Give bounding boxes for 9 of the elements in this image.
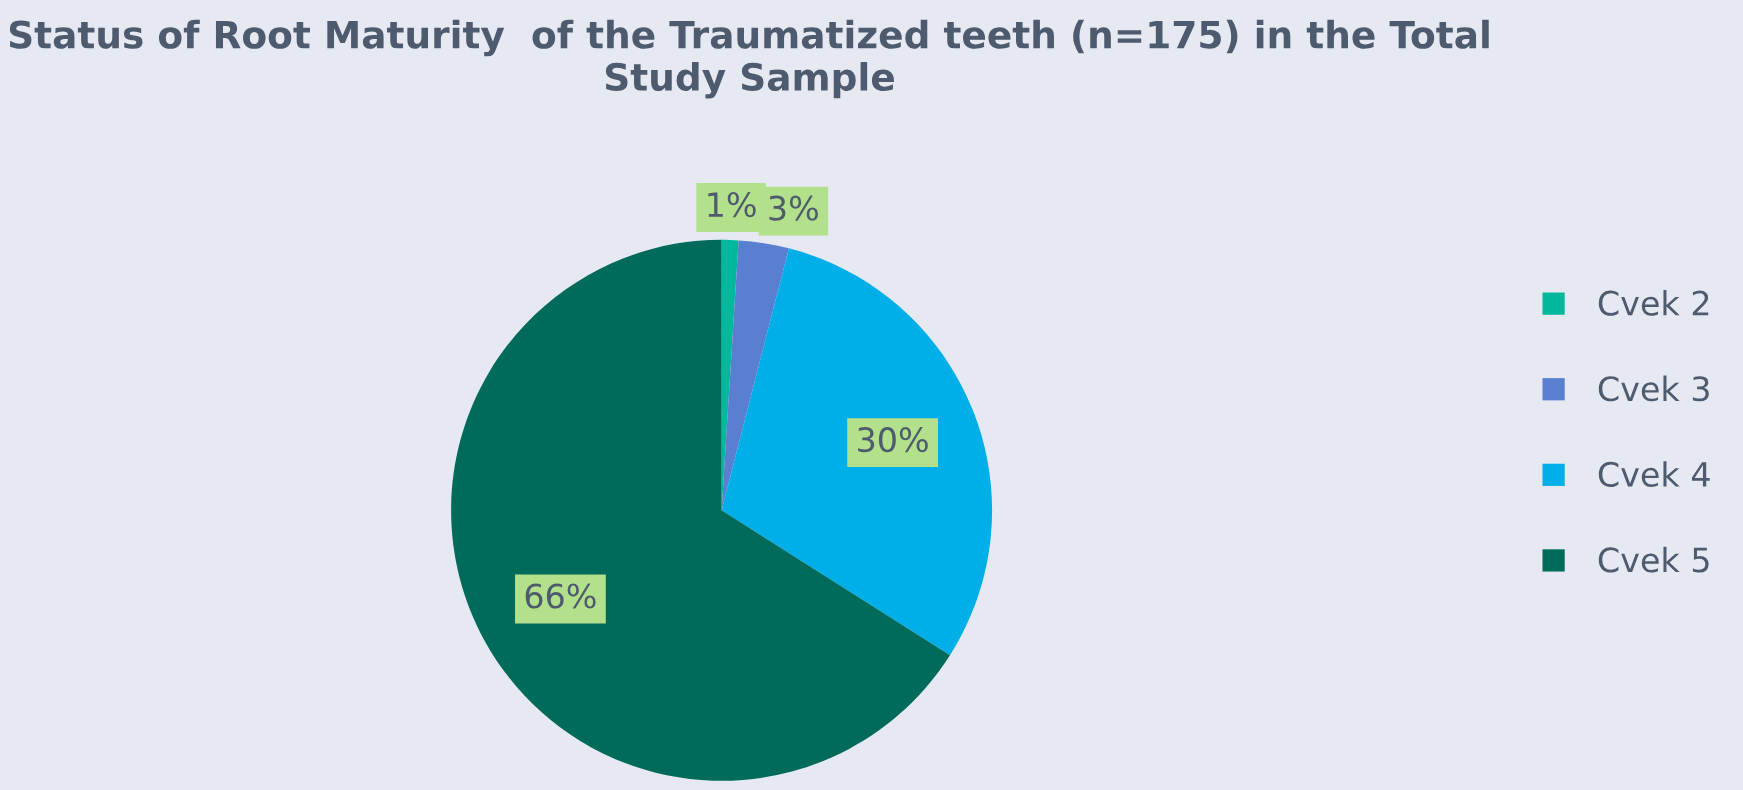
- data-label: 3%: [769, 195, 818, 221]
- legend-label: Cvek 2: [1598, 289, 1709, 316]
- legend-label: Cvek 3: [1598, 375, 1709, 402]
- legend-label: Cvek 5: [1598, 546, 1709, 573]
- data-label: 30%: [858, 427, 928, 453]
- data-label: 1%: [708, 191, 756, 218]
- chart-title: Status of Root Maturity of the Traumatized teeth (n=175) in the Total Study Sample: [9, 19, 1489, 99]
- legend-label: Cvek 4: [1598, 461, 1710, 487]
- data-label: 66%: [525, 583, 596, 609]
